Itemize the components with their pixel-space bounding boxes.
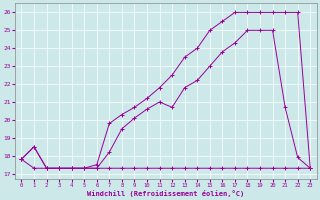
X-axis label: Windchill (Refroidissement éolien,°C): Windchill (Refroidissement éolien,°C) (87, 190, 244, 197)
